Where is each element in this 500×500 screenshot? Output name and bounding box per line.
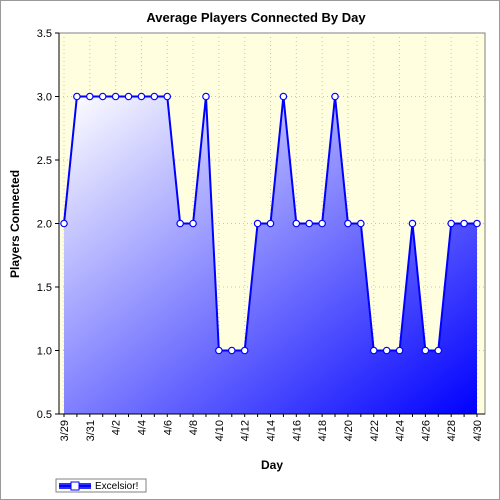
data-point	[86, 92, 94, 101]
x-tick-label: 4/6	[162, 420, 174, 435]
y-tick-label: 3.0	[37, 92, 52, 104]
x-tick-label: 4/14	[266, 420, 278, 441]
data-point	[292, 219, 301, 228]
data-point	[163, 92, 172, 101]
y-tick-label: 0.5	[37, 409, 52, 421]
data-point	[318, 219, 326, 228]
x-tick-label: 4/24	[395, 420, 407, 441]
legend-label: Excelsior!	[95, 481, 138, 492]
data-point	[421, 346, 430, 355]
data-point	[331, 92, 339, 101]
data-point	[137, 92, 146, 101]
data-point	[408, 219, 417, 228]
data-point	[124, 92, 133, 101]
x-tick-label: 4/18	[317, 420, 329, 441]
data-point	[176, 219, 184, 228]
series-points	[60, 92, 481, 355]
x-tick-label: 4/8	[188, 420, 200, 435]
y-tick-label: 2.5	[37, 155, 52, 167]
data-point	[98, 92, 107, 101]
data-point	[266, 219, 275, 228]
data-point	[357, 219, 365, 228]
x-tick-label: 4/12	[240, 420, 252, 441]
data-point	[305, 219, 314, 228]
data-point	[189, 219, 197, 228]
data-point	[253, 219, 262, 228]
y-tick-label: 1.0	[37, 346, 52, 358]
x-tick-label: 4/26	[420, 420, 432, 441]
data-point	[150, 92, 159, 101]
x-tick-label: 4/28	[446, 420, 458, 441]
x-tick-label: 4/30	[472, 420, 484, 441]
legend-marker	[70, 481, 80, 491]
y-axis-label: Players Connected	[8, 170, 22, 278]
legend: Excelsior!	[55, 478, 147, 493]
data-point	[344, 219, 352, 228]
data-point	[473, 219, 481, 228]
x-tick-label: 3/29	[59, 420, 71, 441]
x-tick-label: 4/10	[214, 420, 226, 441]
data-point	[447, 219, 455, 228]
data-point	[395, 346, 404, 355]
x-tick-label: 4/20	[343, 420, 355, 441]
data-point	[111, 92, 120, 101]
data-point	[215, 346, 223, 355]
x-tick-label: 4/22	[369, 420, 381, 441]
x-axis-ticks: 3/29 3/31 4/2 4/4 4/6 4/8 4/10 4/12 4/14 4/16 4/18…	[59, 414, 484, 441]
data-point	[460, 219, 468, 228]
x-axis-label: Day	[261, 458, 283, 472]
data-point	[227, 346, 236, 355]
x-tick-label: 4/4	[136, 420, 148, 435]
y-axis-ticks: 0.5 1.0 1.5 2.0 2.5 3.0 3.5	[37, 28, 59, 421]
x-tick-label: 3/31	[85, 420, 97, 441]
data-point	[60, 219, 68, 228]
data-point	[240, 346, 249, 355]
data-point	[369, 346, 378, 355]
y-tick-label: 1.5	[37, 282, 52, 294]
data-point	[382, 346, 391, 355]
series-area	[64, 96, 477, 414]
data-point	[202, 92, 210, 101]
y-tick-label: 2.0	[37, 219, 52, 231]
data-point	[434, 346, 443, 355]
data-point	[73, 92, 81, 101]
data-point	[279, 92, 288, 101]
x-tick-label: 4/2	[111, 420, 123, 435]
chart-title: Average Players Connected By Day	[146, 10, 366, 25]
y-tick-label: 3.5	[37, 28, 52, 40]
x-tick-label: 4/16	[291, 420, 303, 441]
